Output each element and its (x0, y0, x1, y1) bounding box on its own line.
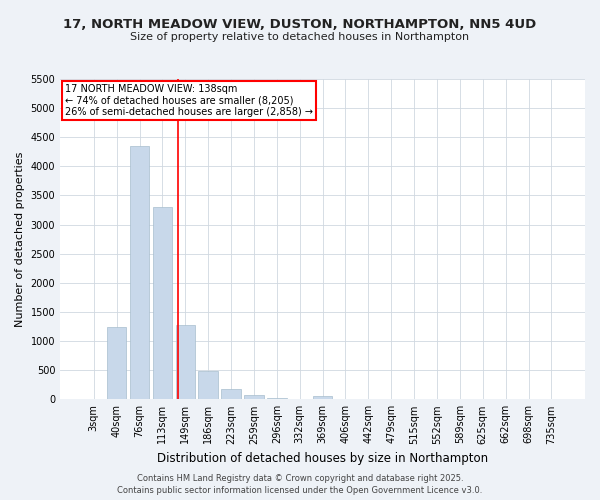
Bar (176, 326, 195, 400)
Text: 17 NORTH MEADOW VIEW: 138sqm
← 74% of detached houses are smaller (8,205)
26% of: 17 NORTH MEADOW VIEW: 138sqm ← 74% of de… (65, 84, 313, 117)
Y-axis label: Number of detached properties: Number of detached properties (15, 152, 25, 327)
Text: Contains HM Land Registry data © Crown copyright and database right 2025.
Contai: Contains HM Land Registry data © Crown c… (118, 474, 482, 495)
Bar (130, 146, 149, 400)
Text: 17, NORTH MEADOW VIEW, DUSTON, NORTHAMPTON, NN5 4UD: 17, NORTH MEADOW VIEW, DUSTON, NORTHAMPT… (64, 18, 536, 30)
X-axis label: Distribution of detached houses by size in Northampton: Distribution of detached houses by size … (157, 452, 488, 465)
Bar (199, 371, 218, 400)
Bar (107, 326, 127, 400)
Bar (152, 207, 172, 400)
Bar (313, 396, 332, 400)
Bar (244, 395, 263, 400)
Bar (221, 389, 241, 400)
Bar (267, 398, 287, 400)
Text: Size of property relative to detached houses in Northampton: Size of property relative to detached ho… (130, 32, 470, 42)
